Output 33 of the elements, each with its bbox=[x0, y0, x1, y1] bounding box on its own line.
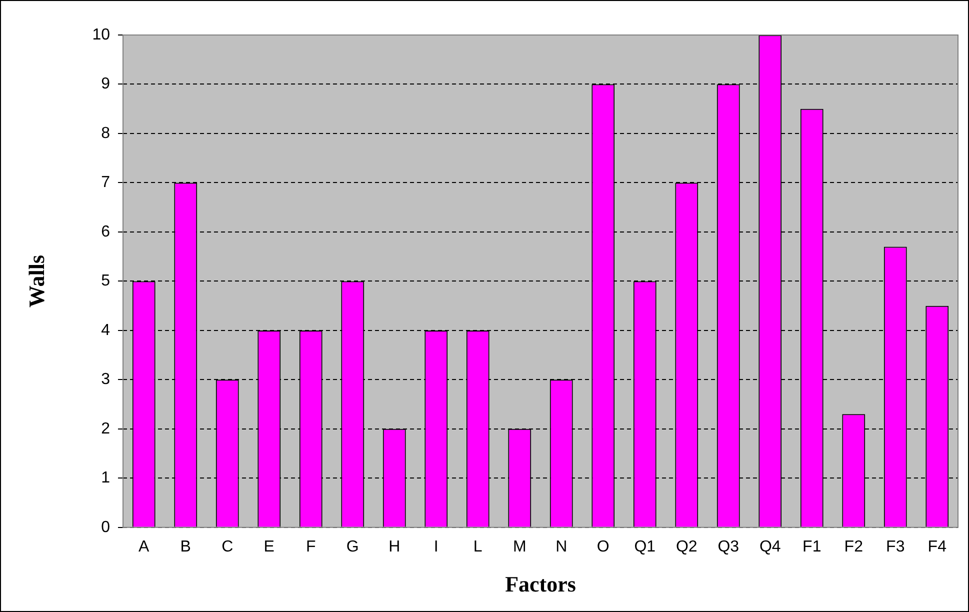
x-tick-label: F bbox=[306, 538, 316, 556]
y-tick-label: 8 bbox=[101, 124, 110, 142]
x-tick-label: C bbox=[222, 538, 234, 556]
x-tick-label: A bbox=[138, 538, 150, 556]
y-tick-label: 5 bbox=[101, 272, 110, 290]
x-tick-label: H bbox=[388, 538, 400, 556]
y-tick-label: 1 bbox=[101, 470, 110, 487]
y-tick-label: 10 bbox=[92, 26, 110, 44]
x-tick-label: B bbox=[180, 538, 191, 556]
y-tick-label: 6 bbox=[101, 223, 110, 240]
y-tick-label: 4 bbox=[101, 322, 110, 339]
x-tick-label: G bbox=[346, 538, 359, 556]
x-tick-label: F1 bbox=[802, 538, 822, 556]
y-tick-label: 2 bbox=[101, 420, 110, 438]
x-tick-label: Q4 bbox=[759, 538, 781, 556]
x-tick-label: F4 bbox=[928, 538, 947, 556]
x-tick-label: Q1 bbox=[634, 538, 656, 556]
x-tick-label: E bbox=[264, 538, 274, 556]
x-tick-label: Q2 bbox=[676, 538, 698, 556]
x-tick-label: N bbox=[556, 538, 568, 556]
x-axis-title: Factors bbox=[505, 571, 576, 596]
x-tick-label: L bbox=[473, 538, 482, 556]
x-tick-label: O bbox=[596, 538, 610, 556]
y-tick-label: 0 bbox=[101, 518, 110, 536]
x-tick-label: Q3 bbox=[718, 538, 740, 556]
y-tick-label: 3 bbox=[101, 371, 110, 388]
y-axis-title: Walls bbox=[24, 254, 49, 308]
x-tick-label: M bbox=[512, 538, 526, 556]
x-tick-label: F3 bbox=[886, 538, 905, 556]
y-tick-label: 9 bbox=[101, 76, 110, 93]
x-tick-label: I bbox=[434, 538, 438, 556]
x-tick-label: F2 bbox=[844, 538, 864, 556]
y-tick-label: 7 bbox=[101, 174, 110, 192]
